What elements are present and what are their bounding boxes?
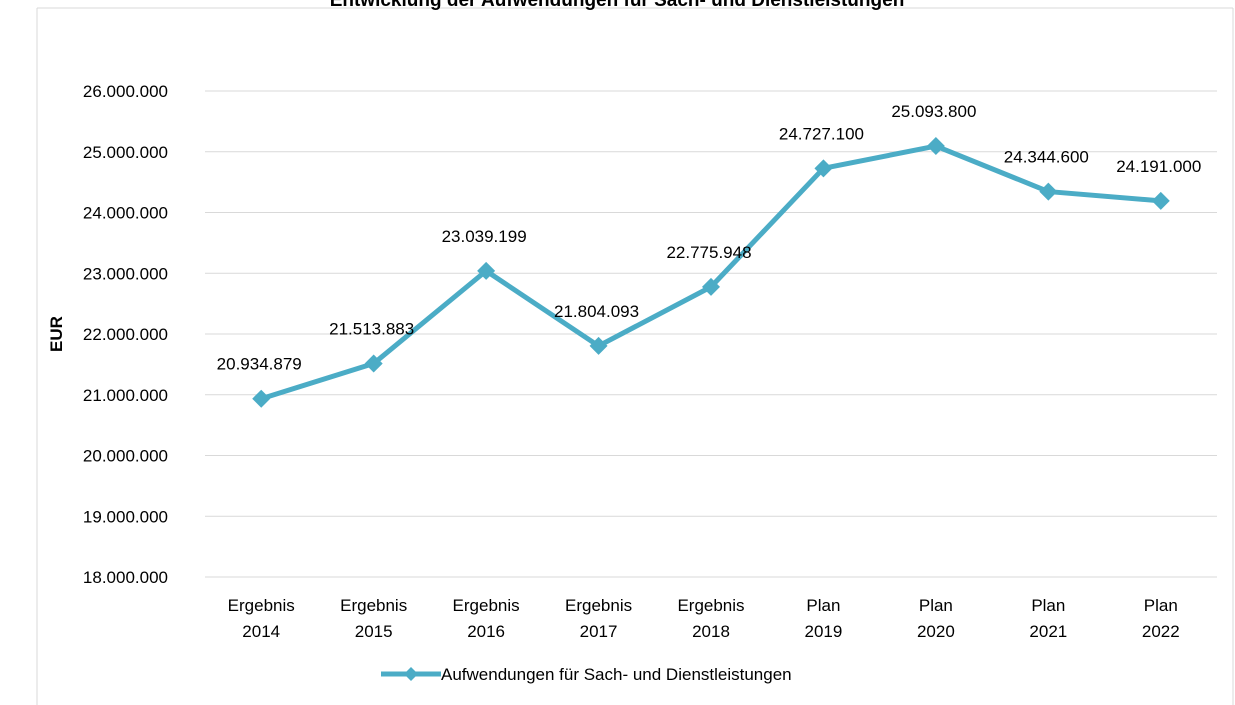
x-tick-label: 2021 [1029,622,1067,641]
chart-title: Entwicklung der Aufwendungen für Sach- u… [330,0,905,11]
data-label: 21.513.883 [329,320,414,339]
x-tick-label: Plan [1144,596,1178,615]
data-label: 21.804.093 [554,302,639,321]
x-tick-label: 2019 [805,622,843,641]
x-tick-label: 2014 [242,622,280,641]
y-tick-label: 22.000.000 [83,325,168,344]
x-tick-label: Plan [806,596,840,615]
data-label: 22.775.948 [666,243,751,262]
x-tick-label: 2022 [1142,622,1180,641]
y-tick-label: 20.000.000 [83,447,168,466]
data-point-marker [364,354,383,373]
data-label: 23.039.199 [442,227,527,246]
x-tick-label: 2018 [692,622,730,641]
y-tick-label: 26.000.000 [83,82,168,101]
legend-marker [404,667,418,681]
data-label: 24.727.100 [779,124,864,143]
y-tick-label: 21.000.000 [83,386,168,405]
x-tick-label: 2016 [467,622,505,641]
data-point-marker [252,389,271,408]
data-point-marker [814,159,833,178]
data-label: 24.191.000 [1116,157,1201,176]
x-tick-label: 2015 [355,622,393,641]
legend-label: Aufwendungen für Sach- und Dienstleistun… [441,665,792,684]
data-label: 25.093.800 [891,102,976,121]
data-label: 24.344.600 [1004,148,1089,167]
data-point-marker [477,261,496,280]
x-tick-label: Ergebnis [677,596,744,615]
x-tick-label: Ergebnis [453,596,520,615]
series-line [260,143,1161,402]
data-point-marker [926,137,945,156]
x-tick-label: Ergebnis [565,596,632,615]
y-tick-label: 25.000.000 [83,143,168,162]
y-axis-label: EUR [47,316,66,352]
x-tick-label: Ergebnis [228,596,295,615]
data-point-marker [1151,191,1170,210]
y-tick-label: 24.000.000 [83,204,168,223]
x-tick-label: Plan [919,596,953,615]
y-tick-label: 18.000.000 [83,568,168,587]
x-tick-label: 2017 [580,622,618,641]
x-tick-label: Ergebnis [340,596,407,615]
data-point-marker [702,277,720,296]
data-point-marker [1039,182,1058,201]
x-tick-label: Plan [1031,596,1065,615]
y-tick-label: 23.000.000 [83,264,168,283]
y-tick-label: 19.000.000 [83,507,168,526]
x-tick-label: 2020 [917,622,955,641]
data-point-marker [589,336,608,355]
data-label: 20.934.879 [217,355,302,374]
